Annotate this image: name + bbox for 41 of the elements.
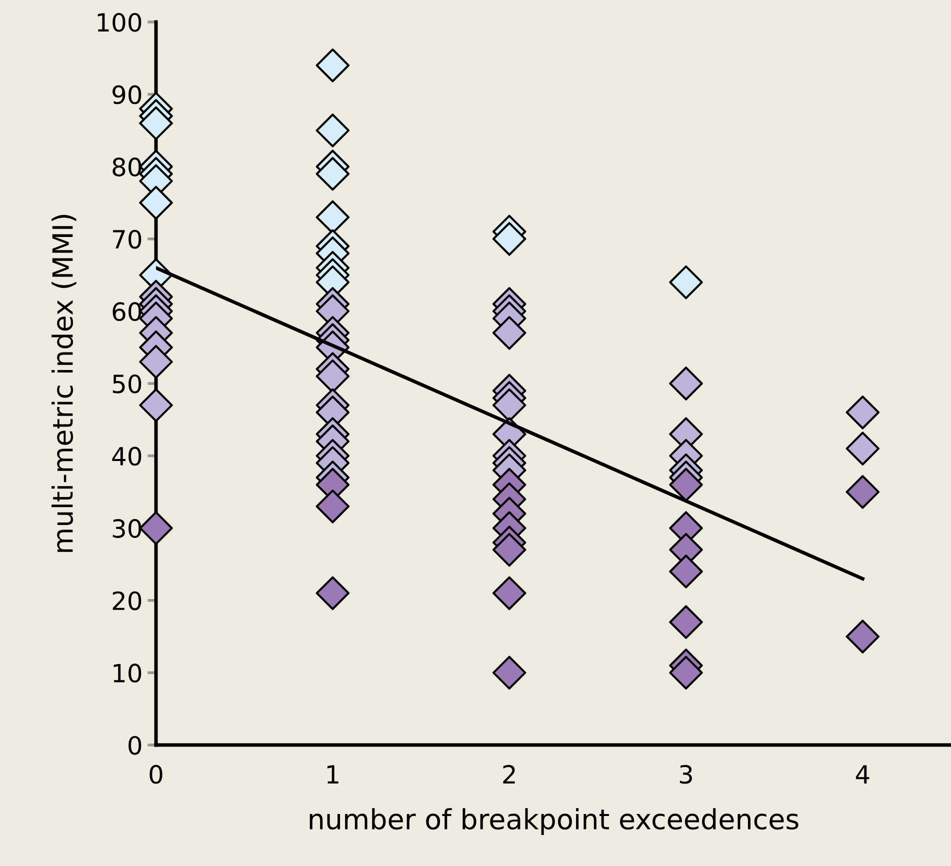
y-tick-label: 90 bbox=[112, 85, 142, 104]
y-tick-label: 100 bbox=[98, 12, 142, 32]
x-tick-label: 1 bbox=[327, 765, 338, 784]
x-tick-label: 3 bbox=[680, 764, 692, 784]
y-tick-label: 70 bbox=[113, 230, 142, 249]
point bbox=[492, 222, 526, 256]
y-tick-label: 40 bbox=[112, 446, 142, 466]
point bbox=[669, 366, 703, 400]
y-axis-title: multi-metric index (MMI) bbox=[52, 214, 76, 552]
point bbox=[669, 656, 703, 690]
point bbox=[139, 186, 173, 220]
y-tick-label: 60 bbox=[112, 302, 142, 322]
y-tick-label: 30 bbox=[112, 519, 142, 538]
y-tick-label: 0 bbox=[128, 736, 142, 755]
point bbox=[846, 396, 880, 430]
point bbox=[669, 605, 703, 639]
point bbox=[669, 468, 703, 502]
point bbox=[846, 432, 880, 466]
point bbox=[316, 48, 350, 82]
point bbox=[316, 156, 350, 191]
y-tick-label: 80 bbox=[112, 158, 142, 176]
x-axis-title: number of breakpoint exceedences bbox=[310, 808, 798, 835]
y-tick-label: 50 bbox=[112, 374, 142, 394]
point bbox=[316, 576, 350, 610]
x-tick-label: 0 bbox=[150, 764, 162, 784]
point bbox=[492, 316, 526, 350]
point bbox=[669, 554, 703, 588]
point bbox=[316, 114, 350, 148]
y-tick-label: 20 bbox=[112, 591, 142, 610]
y-tick-label: 10 bbox=[114, 664, 142, 683]
point bbox=[846, 620, 880, 654]
point bbox=[492, 532, 526, 567]
point bbox=[139, 106, 173, 140]
point bbox=[846, 475, 880, 509]
x-tick-label: 2 bbox=[503, 764, 515, 784]
point bbox=[316, 490, 350, 524]
point bbox=[492, 656, 526, 690]
point bbox=[492, 576, 526, 610]
point bbox=[669, 265, 703, 300]
x-tick-label: 4 bbox=[856, 765, 870, 784]
point bbox=[139, 511, 173, 545]
